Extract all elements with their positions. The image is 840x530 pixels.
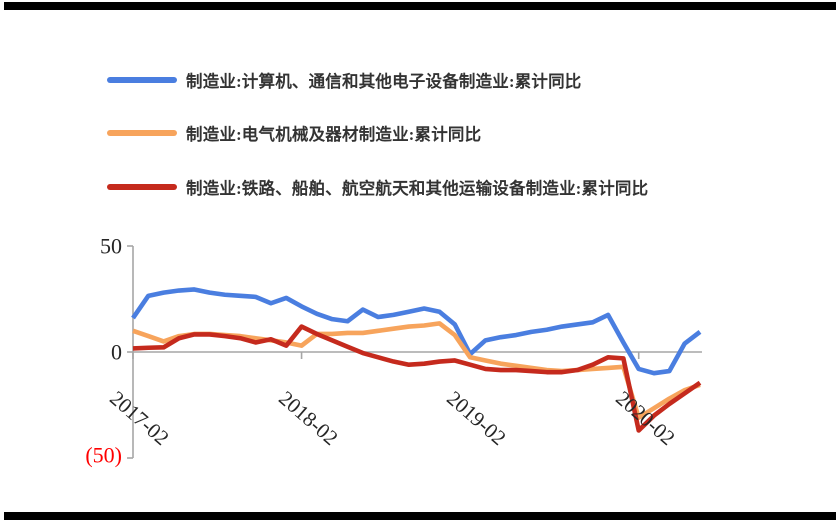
legend-label-transport-equipment: 制造业:铁路、船舶、航空航天和其他运输设备制造业:累计同比 — [186, 179, 649, 198]
legend-line-swatch-orange — [107, 130, 177, 136]
y-axis-tick-50: 50 — [100, 233, 122, 259]
legend-item-transport-equipment: 制造业:铁路、船舶、航空航天和其他运输设备制造业:累计同比 — [107, 175, 648, 199]
legend-item-electronics: 制造业:计算机、通信和其他电子设备制造业:累计同比 — [107, 68, 582, 92]
legend-line-swatch-red — [107, 184, 177, 190]
bottom-divider-rule — [4, 512, 836, 520]
legend-label-electrical-machinery: 制造业:电气机械及器材制造业:累计同比 — [186, 125, 482, 144]
y-axis-tick-0: 0 — [111, 339, 122, 365]
y-axis-tick-neg50: (50) — [85, 442, 122, 468]
top-divider-rule — [4, 2, 836, 10]
legend-item-electrical-machinery: 制造业:电气机械及器材制造业:累计同比 — [107, 121, 481, 145]
legend-line-swatch-blue — [107, 77, 177, 83]
legend-label-electronics: 制造业:计算机、通信和其他电子设备制造业:累计同比 — [186, 72, 582, 91]
